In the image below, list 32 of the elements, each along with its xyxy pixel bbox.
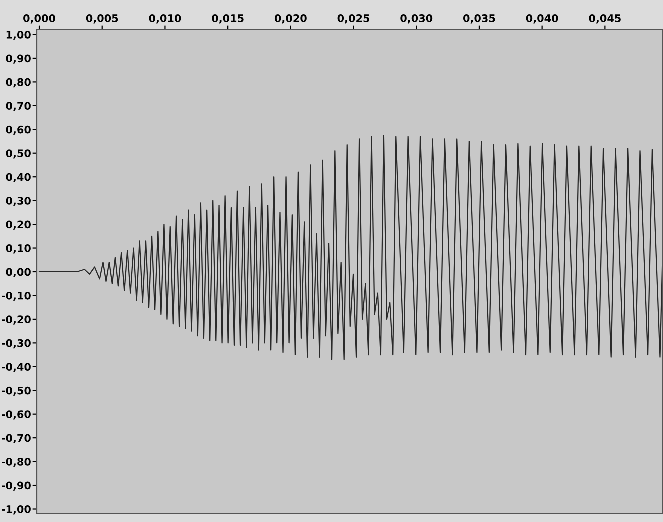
y-tick-label: -0,10 (2, 292, 31, 302)
y-tick-label: 0,50 (6, 150, 31, 159)
x-tick-label: 0,005 (86, 14, 118, 24)
y-tick-label: 0,60 (6, 126, 31, 136)
y-tick-label: 0,80 (6, 78, 31, 88)
x-tick-label: 0,040 (526, 14, 558, 24)
x-tick-label: 0,010 (149, 14, 182, 24)
x-tick-label: 0,025 (338, 14, 370, 24)
y-tick-label: -0,90 (2, 482, 31, 491)
y-tick-label: 0,90 (6, 54, 31, 64)
y-tick-label: 0,70 (6, 102, 31, 112)
y-tick-label: 0,00 (6, 268, 31, 278)
y-tick-label: -1,00 (2, 505, 31, 515)
x-tick-label: 0,045 (589, 14, 621, 24)
x-tick-label: 0,035 (464, 14, 496, 24)
y-tick-label: -0,70 (2, 434, 31, 444)
y-tick-label: -0,20 (2, 316, 31, 325)
x-tick-label: 0,020 (274, 14, 307, 24)
y-tick-label: -0,50 (2, 386, 31, 396)
y-tick-label: 0,40 (6, 173, 31, 183)
x-tick-label: 0,015 (212, 14, 244, 24)
y-tick-label: -0,60 (2, 410, 31, 420)
x-tick-label: 0,000 (24, 14, 56, 24)
y-tick-label: -0,30 (2, 339, 31, 349)
y-tick-label: 0,20 (6, 220, 31, 230)
y-tick-label: 0,10 (6, 244, 31, 254)
y-tick-label: 1,00 (6, 30, 31, 40)
y-tick-label: 0,30 (6, 197, 31, 206)
y-tick-label: -0,80 (2, 458, 31, 468)
y-tick-label: -0,40 (2, 363, 31, 372)
line-series (38, 135, 663, 360)
x-tick-label: 0,030 (400, 14, 433, 24)
